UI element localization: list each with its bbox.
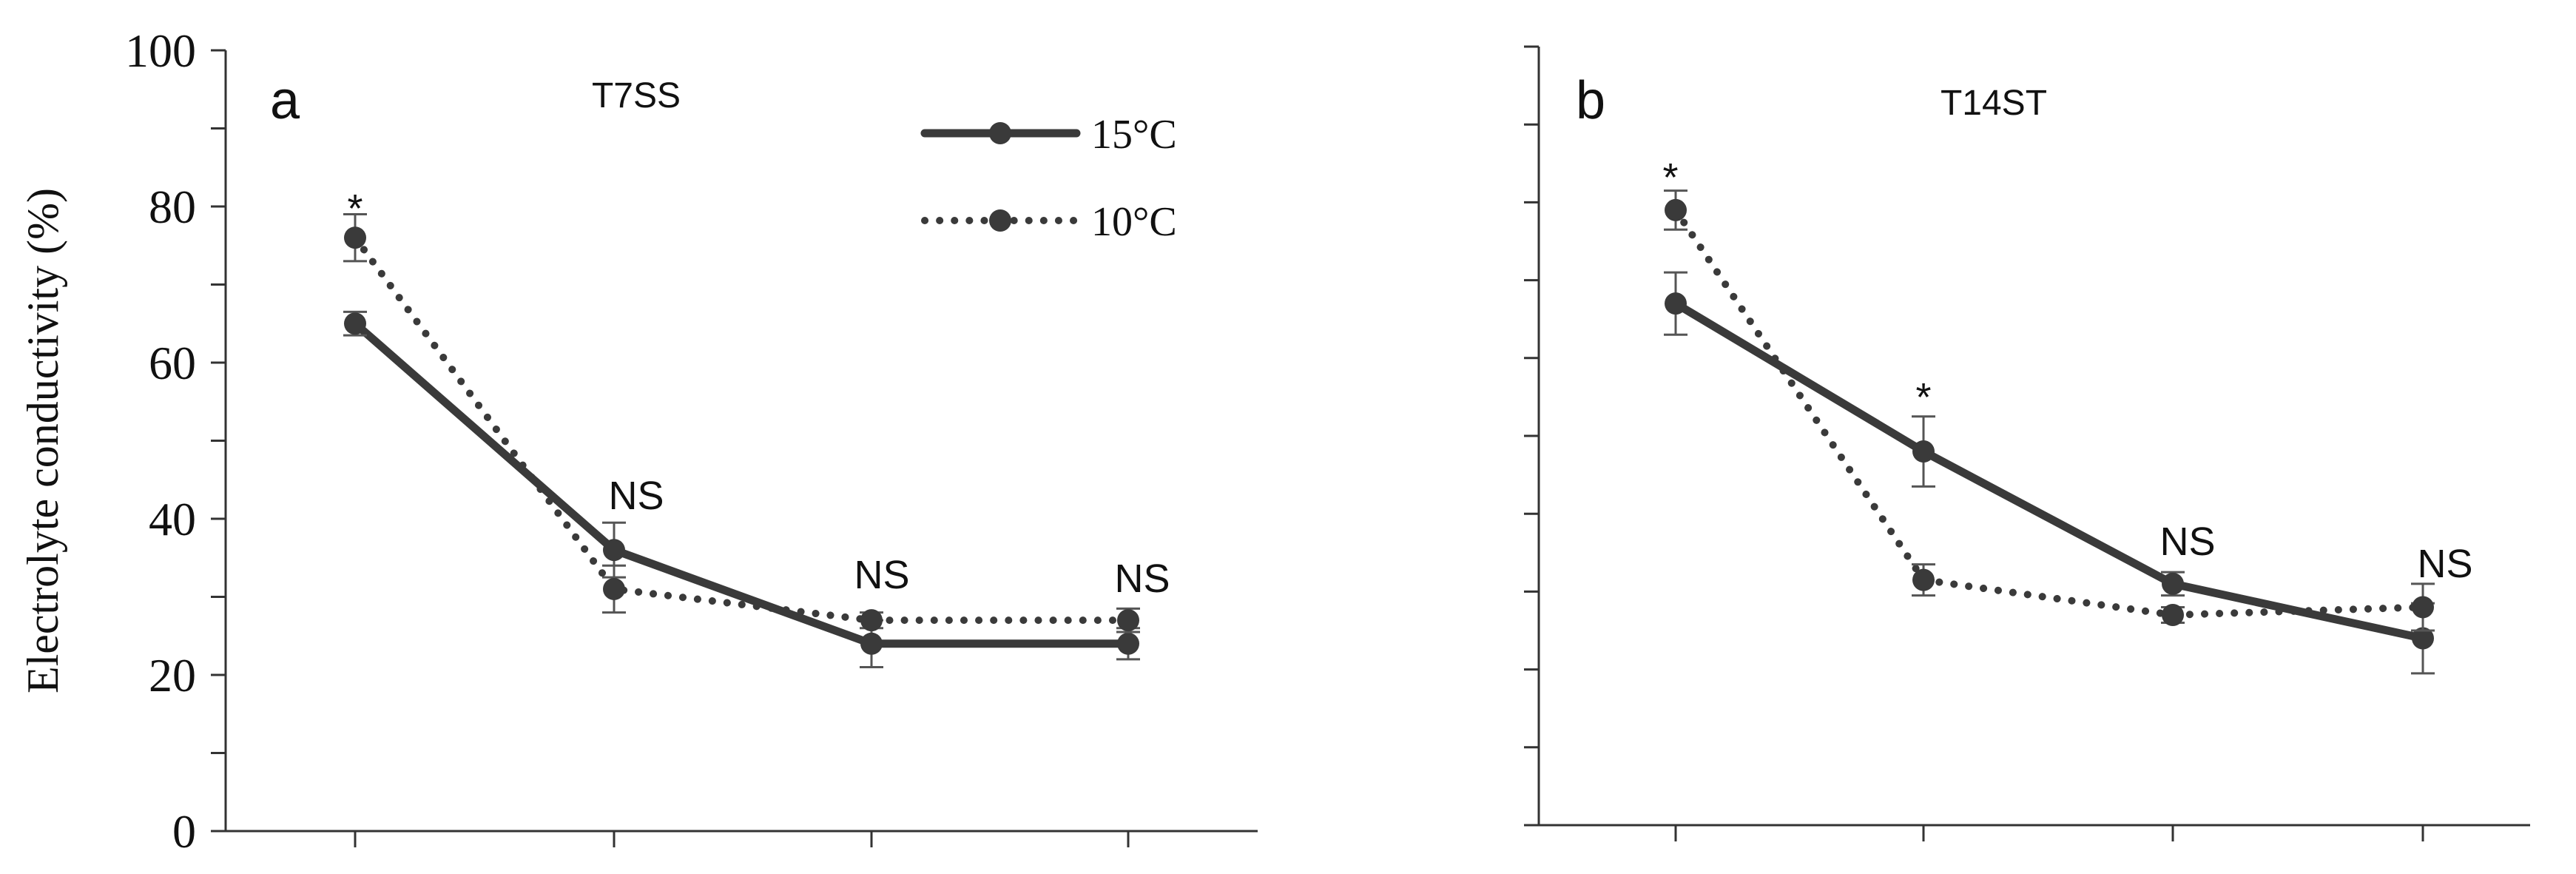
y-tick-label: 60 [149, 337, 196, 389]
series-15c-point [344, 312, 366, 335]
y-axis-label: Electrolyte conductivity (%) [18, 188, 67, 693]
significance-label: * [1662, 155, 1678, 200]
panel-b: b T14ST * * NS NS [1524, 45, 2530, 841]
panel-title: T14ST [1941, 84, 2047, 123]
series-10c-point [344, 226, 366, 249]
legend-label: 10°C [1091, 199, 1177, 245]
y-tick-label: 100 [125, 24, 196, 77]
legend-label: 15°C [1091, 112, 1177, 158]
series-15c-point [860, 632, 883, 655]
significance-label: NS [608, 474, 664, 518]
series-10c-point [2412, 596, 2434, 619]
panel-a: 0 20 40 60 80 100 Electrolyte conductivity (%)… [18, 24, 1258, 858]
panel-title: T7SS [592, 76, 681, 115]
y-tick-label: 20 [149, 649, 196, 702]
significance-label: * [1915, 375, 1931, 420]
series-10c-point [1117, 609, 1139, 632]
panel-letter: b [1576, 71, 1605, 130]
series-10c-point [603, 577, 625, 600]
series-15c-point [2412, 627, 2434, 650]
series-15c-point [2162, 572, 2184, 595]
significance-label: * [347, 186, 363, 231]
significance-label: NS [1114, 557, 1170, 601]
legend: 15°C 10°C [920, 112, 1177, 245]
series-15c-point [1665, 292, 1687, 315]
series-15c-line [1671, 299, 2427, 643]
legend-marker [989, 122, 1011, 144]
significance-label: NS [2159, 520, 2215, 564]
series-15c-point [603, 539, 625, 562]
legend-marker [989, 209, 1011, 232]
series-10c-point [2162, 603, 2184, 626]
series-10c-point [1665, 198, 1687, 221]
series-15c-point [1912, 440, 1935, 463]
significance-label: NS [854, 553, 909, 597]
series-15c-line [351, 319, 1133, 648]
series-10c-point [1912, 568, 1935, 591]
panel-letter: a [270, 71, 300, 130]
y-tick-label: 80 [149, 181, 196, 233]
series-15c-point [1117, 632, 1139, 655]
series-10c-line [1672, 206, 2427, 619]
series-10c-point [860, 609, 883, 632]
y-tick-label: 0 [172, 805, 196, 858]
y-tick-label: 40 [149, 493, 196, 545]
significance-label: NS [2417, 542, 2472, 586]
series-10c-line [351, 234, 1132, 625]
